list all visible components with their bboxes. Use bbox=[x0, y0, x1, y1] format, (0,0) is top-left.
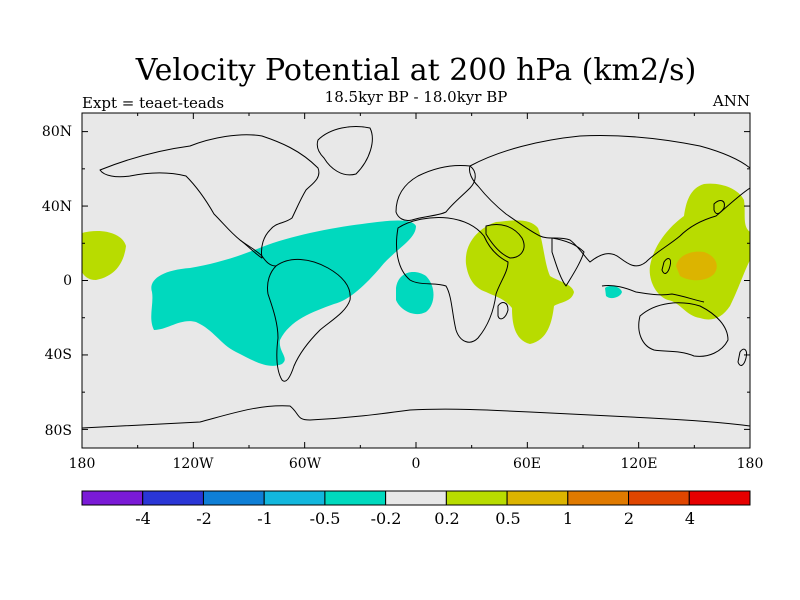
lon-tick-label: 60E bbox=[513, 456, 541, 472]
colorbar-box bbox=[263, 490, 326, 506]
tick-marks bbox=[81, 113, 751, 448]
lat-tick-label: 80S bbox=[45, 423, 72, 439]
colorbar-label: -1 bbox=[257, 509, 273, 528]
colorbar-box bbox=[506, 490, 569, 506]
coast-arabia bbox=[485, 224, 525, 259]
coast-philippines bbox=[661, 258, 671, 274]
experiment-label: Expt = teaet-teads bbox=[82, 94, 224, 112]
colorbar-box bbox=[385, 490, 447, 506]
shade-west-pacific-core bbox=[676, 251, 717, 281]
lat-tick-label: 0 bbox=[63, 273, 72, 289]
lon-tick-label: 120W bbox=[172, 456, 214, 472]
map-title: Velocity Potential at 200 hPa (km2/s) bbox=[135, 53, 697, 88]
colorbar-label: -2 bbox=[196, 509, 212, 528]
coast-central-america bbox=[239, 239, 277, 267]
lon-tick-label: 180 bbox=[737, 456, 764, 472]
shade-indian-ocean-africa bbox=[465, 220, 574, 344]
colorbar-label: -0.2 bbox=[371, 509, 402, 528]
latitude-ticks: 80N 40N 0 40S 80S bbox=[42, 124, 72, 439]
coast-south-america bbox=[267, 259, 351, 382]
lat-tick-label: 40S bbox=[45, 347, 72, 363]
colorbar-label: -0.5 bbox=[310, 509, 341, 528]
coast-indonesia bbox=[601, 285, 705, 303]
colorbar-label: 1 bbox=[563, 509, 573, 528]
colorbar-box bbox=[628, 490, 690, 506]
shade-dateline-west bbox=[82, 230, 126, 280]
map-subtitle: 18.5kyr BP - 18.0kyr BP bbox=[325, 88, 508, 106]
shade-tropical-atlantic bbox=[396, 272, 434, 315]
lon-tick-label: 0 bbox=[412, 456, 421, 472]
colorbar-label: 0.5 bbox=[495, 509, 520, 528]
coast-japan bbox=[713, 200, 725, 215]
shade-west-pacific bbox=[649, 183, 750, 320]
coast-eurasia bbox=[469, 134, 750, 267]
colorbar-box bbox=[324, 490, 387, 506]
strong-positive-shading bbox=[676, 251, 717, 281]
colorbar-box bbox=[142, 490, 204, 506]
colorbar-box bbox=[202, 490, 265, 506]
colorbar-label: 2 bbox=[624, 509, 634, 528]
lon-tick-label: 120E bbox=[621, 456, 658, 472]
coastlines bbox=[82, 126, 750, 429]
lat-tick-label: 80N bbox=[42, 124, 72, 140]
colorbar-box bbox=[688, 490, 751, 506]
shade-tropical-americas bbox=[151, 220, 416, 366]
colorbar-label: 0.2 bbox=[434, 509, 459, 528]
negative-anomaly-shading bbox=[151, 220, 622, 366]
lat-tick-label: 40N bbox=[42, 199, 72, 215]
lon-tick-label: 60W bbox=[289, 456, 322, 472]
coast-australia bbox=[638, 302, 729, 357]
coast-africa bbox=[396, 217, 509, 343]
colorbar-box bbox=[567, 490, 630, 506]
shade-maritime-strip bbox=[605, 285, 622, 299]
positive-anomaly-shading bbox=[82, 183, 750, 344]
colorbar-box bbox=[445, 490, 508, 506]
coast-madagascar bbox=[497, 302, 509, 320]
colorbar-label: -4 bbox=[135, 509, 151, 528]
coast-north-america bbox=[99, 134, 320, 259]
map-panel bbox=[82, 113, 750, 448]
coast-india bbox=[551, 237, 585, 287]
season-label: ANN bbox=[712, 92, 750, 110]
colorbar-label: 4 bbox=[685, 509, 695, 528]
colorbar-labels: -4 -2 -1 -0.5 -0.2 0.2 0.5 1 2 4 bbox=[135, 509, 695, 528]
lon-tick-label: 180 bbox=[69, 456, 96, 472]
colorbar-box bbox=[81, 490, 144, 506]
colorbar: -4 -2 -1 -0.5 -0.2 0.2 0.5 1 2 4 bbox=[81, 490, 751, 528]
coast-new-zealand bbox=[737, 348, 747, 366]
coast-europe bbox=[395, 165, 476, 221]
longitude-ticks: 180 120W 60W 0 60E 120E 180 bbox=[69, 456, 764, 472]
coast-greenland bbox=[316, 126, 373, 176]
colorbar-boxes bbox=[81, 490, 751, 506]
coast-antarctica bbox=[82, 405, 750, 429]
